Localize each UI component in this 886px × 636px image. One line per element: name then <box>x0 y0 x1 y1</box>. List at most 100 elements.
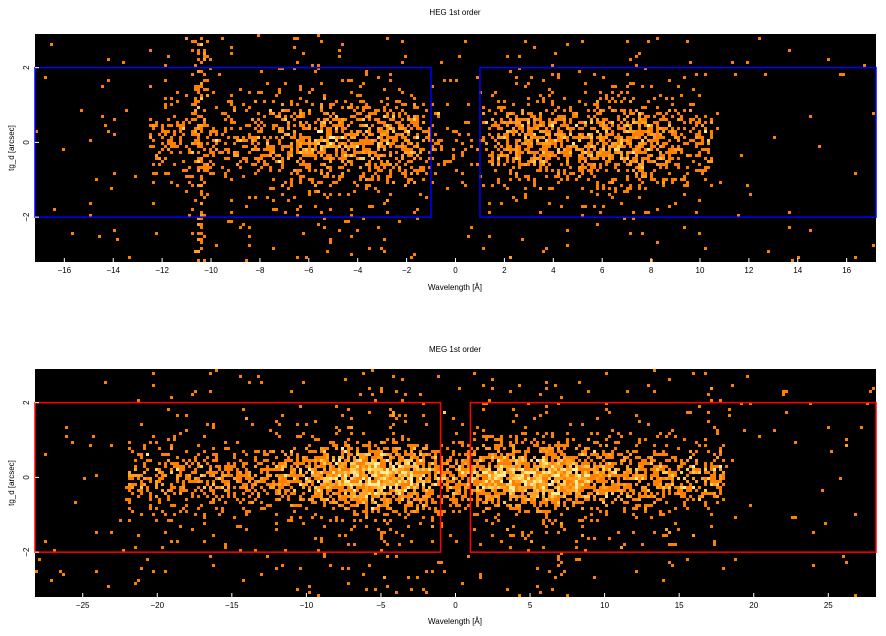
meg-event-bin <box>257 495 260 498</box>
heg-event-bin <box>299 157 302 160</box>
meg-event-bin <box>302 486 305 489</box>
meg-event-bin <box>476 477 479 480</box>
heg-event-bin <box>596 151 599 154</box>
heg-event-bin <box>524 118 527 121</box>
heg-event-bin <box>308 139 311 142</box>
meg-event-bin <box>341 495 344 498</box>
meg-event-bin <box>320 477 323 480</box>
meg-event-bin <box>218 468 221 471</box>
meg-event-bin <box>536 444 539 447</box>
heg-event-bin <box>632 160 635 163</box>
heg-event-bin <box>332 142 335 145</box>
heg-event-bin <box>506 133 509 136</box>
heg-event-bin <box>356 142 359 145</box>
meg-event-bin <box>512 450 515 453</box>
meg-event-bin <box>686 486 689 489</box>
meg-event-bin <box>230 465 233 468</box>
heg-event-bin <box>512 148 515 151</box>
heg-event-bin <box>89 202 92 205</box>
meg-event-bin <box>440 465 443 468</box>
meg-event-bin <box>455 483 458 486</box>
meg-event-bin <box>344 480 347 483</box>
heg-y-tick-label: −2 <box>22 212 31 222</box>
heg-event-bin <box>179 139 182 142</box>
meg-event-bin <box>506 468 509 471</box>
meg-event-bin <box>326 453 329 456</box>
heg-event-bin <box>368 118 371 121</box>
heg-event-bin <box>359 112 362 115</box>
meg-event-bin <box>206 471 209 474</box>
heg-event-bin <box>332 175 335 178</box>
heg-event-bin <box>539 157 542 160</box>
heg-extraction-region-plus <box>479 66 877 218</box>
meg-event-bin <box>383 495 386 498</box>
meg-event-bin <box>278 468 281 471</box>
meg-event-bin <box>404 480 407 483</box>
meg-event-bin <box>128 471 131 474</box>
heg-event-bin <box>653 160 656 163</box>
meg-event-bin <box>125 486 128 489</box>
meg-event-bin <box>428 462 431 465</box>
heg-event-bin <box>314 157 317 160</box>
meg-event-bin <box>365 453 368 456</box>
meg-event-bin <box>482 444 485 447</box>
meg-event-bin <box>431 540 434 543</box>
heg-event-bin <box>521 109 524 112</box>
meg-event-bin <box>176 465 179 468</box>
heg-event-bin <box>617 163 620 166</box>
meg-event-bin <box>626 492 629 495</box>
meg-event-bin <box>665 483 668 486</box>
meg-event-bin <box>437 480 440 483</box>
heg-event-bin <box>293 118 296 121</box>
meg-event-bin <box>656 483 659 486</box>
heg-event-bin <box>254 100 257 103</box>
heg-event-bin <box>653 133 656 136</box>
meg-event-bin <box>311 468 314 471</box>
heg-event-bin <box>497 181 500 184</box>
meg-event-bin <box>440 474 443 477</box>
heg-event-bin <box>368 130 371 133</box>
heg-event-bin <box>671 130 674 133</box>
meg-event-bin <box>824 522 827 525</box>
heg-event-bin <box>509 148 512 151</box>
heg-event-bin <box>638 121 641 124</box>
heg-event-bin <box>674 136 677 139</box>
heg-event-bin <box>500 145 503 148</box>
meg-event-bin <box>353 543 356 546</box>
heg-event-bin <box>650 130 653 133</box>
meg-event-bin <box>671 471 674 474</box>
heg-event-bin <box>275 136 278 139</box>
meg-event-bin <box>311 459 314 462</box>
heg-event-bin <box>605 136 608 139</box>
meg-event-bin <box>701 492 704 495</box>
heg-event-bin <box>428 127 431 130</box>
meg-event-bin <box>554 576 557 579</box>
heg-event-bin <box>392 127 395 130</box>
heg-event-bin <box>686 154 689 157</box>
heg-event-bin <box>608 121 611 124</box>
meg-event-bin <box>398 495 401 498</box>
meg-event-bin <box>398 513 401 516</box>
heg-event-bin <box>572 127 575 130</box>
meg-event-bin <box>506 528 509 531</box>
meg-event-bin <box>239 480 242 483</box>
meg-event-bin <box>593 498 596 501</box>
meg-event-bin <box>542 480 545 483</box>
heg-event-bin <box>299 142 302 145</box>
heg-event-bin <box>410 127 413 130</box>
heg-event-bin <box>302 160 305 163</box>
heg-event-bin <box>260 127 263 130</box>
meg-event-bin <box>128 486 131 489</box>
heg-event-bin <box>257 91 260 94</box>
heg-event-bin <box>644 136 647 139</box>
meg-event-bin <box>560 552 563 555</box>
heg-event-bin <box>641 232 644 235</box>
meg-event-bin <box>407 498 410 501</box>
heg-event-bin <box>305 100 308 103</box>
heg-event-bin <box>263 160 266 163</box>
meg-event-bin <box>536 459 539 462</box>
meg-event-bin <box>344 441 347 444</box>
heg-event-bin <box>608 187 611 190</box>
meg-event-bin <box>698 495 701 498</box>
meg-event-bin <box>278 477 281 480</box>
